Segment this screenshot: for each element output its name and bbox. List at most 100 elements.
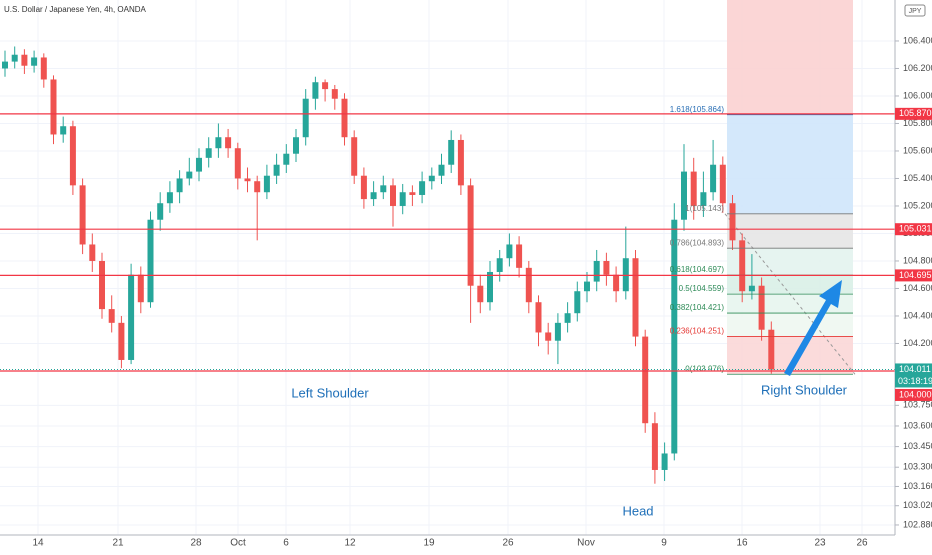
fib-zone bbox=[727, 248, 853, 276]
candle-body bbox=[11, 54, 18, 62]
candle-body bbox=[574, 291, 581, 314]
level-tag-label: 104.000 bbox=[899, 389, 932, 399]
y-tick-label: 103.300 bbox=[903, 462, 932, 472]
candle-body bbox=[448, 139, 455, 165]
candle-body bbox=[312, 82, 319, 99]
fib-zone bbox=[727, 114, 853, 214]
candle-body bbox=[710, 164, 717, 193]
annotation: Right Shoulder bbox=[761, 382, 848, 397]
candle-body bbox=[40, 57, 47, 80]
price-tag bbox=[895, 363, 932, 388]
candle-body bbox=[535, 302, 542, 333]
candle-body bbox=[244, 178, 251, 182]
overlays: 1.618(105.864) 1(105.143) 0.786(104.893) 0.… bbox=[0, 105, 895, 518]
candle-body bbox=[564, 313, 571, 323]
fib-label: 0(103.976) bbox=[685, 364, 724, 373]
x-tick-label: 14 bbox=[32, 538, 44, 549]
level-tag-label: 105.870 bbox=[899, 108, 932, 118]
annotation: Head bbox=[622, 503, 653, 518]
candle-body bbox=[661, 453, 668, 470]
candle-body bbox=[593, 260, 600, 282]
candle-body bbox=[690, 171, 697, 206]
annotation: Left Shoulder bbox=[291, 385, 369, 400]
fib-label: 0.618(104.697) bbox=[670, 265, 725, 274]
arrow bbox=[784, 280, 842, 376]
candle-body bbox=[351, 137, 358, 176]
candle-body bbox=[2, 61, 8, 69]
fib-zone bbox=[727, 275, 853, 295]
y-tick-label: 105.200 bbox=[903, 200, 932, 210]
candle-body bbox=[79, 185, 86, 245]
candle-body bbox=[428, 175, 435, 182]
candle-body bbox=[331, 89, 338, 99]
candle-body bbox=[234, 148, 241, 179]
candle-body bbox=[681, 171, 687, 220]
currency: JPY bbox=[909, 8, 922, 15]
candle-body bbox=[360, 175, 367, 200]
y-tick-label: 105.600 bbox=[903, 145, 932, 155]
y-tick-label: 102.880 bbox=[903, 519, 932, 529]
y-tick-label: 103.020 bbox=[903, 500, 932, 510]
candle-body bbox=[554, 322, 561, 341]
candle-body bbox=[137, 274, 144, 303]
x-tick-label: 26 bbox=[502, 538, 514, 549]
candle-body bbox=[176, 178, 183, 193]
y-tick-label: 103.750 bbox=[903, 400, 932, 410]
fib-label: 1.618(105.864) bbox=[670, 105, 725, 114]
candle-body bbox=[748, 285, 755, 292]
candle-body bbox=[341, 98, 348, 138]
y-tick-label: 103.450 bbox=[903, 441, 932, 451]
candle-body bbox=[293, 137, 299, 154]
candle-body bbox=[390, 185, 396, 206]
candle-body bbox=[215, 137, 222, 149]
level-tag-label: 104.695 bbox=[899, 270, 932, 280]
y-tick-label: 103.160 bbox=[903, 481, 932, 491]
candle-body bbox=[89, 244, 96, 261]
candle-body bbox=[729, 203, 736, 241]
candle-body bbox=[651, 423, 658, 470]
candle-body bbox=[419, 181, 426, 195]
candle-body bbox=[108, 309, 115, 323]
y-tick-label: 106.400 bbox=[903, 35, 932, 45]
fib-label: 0.382(104.421) bbox=[670, 303, 725, 312]
fib-zone bbox=[727, 213, 853, 249]
candle-body bbox=[467, 185, 474, 286]
countdown: 03:18:19 bbox=[898, 376, 932, 386]
candle-body bbox=[603, 260, 610, 275]
fib-zones bbox=[724, 0, 856, 375]
level-tag-label: 105.031 bbox=[899, 224, 932, 234]
x-tick-label: 21 bbox=[112, 538, 124, 549]
candle-body bbox=[438, 164, 445, 176]
fib-label: 1(105.143) bbox=[685, 204, 724, 213]
candle-body bbox=[302, 98, 309, 138]
candle-body bbox=[263, 175, 270, 193]
candle-body bbox=[31, 57, 38, 66]
candles bbox=[2, 46, 775, 484]
candle-body bbox=[118, 322, 125, 360]
candle-body bbox=[719, 164, 726, 204]
candle-body bbox=[700, 192, 707, 206]
candle-body bbox=[380, 185, 387, 193]
candle-body bbox=[205, 148, 212, 158]
x-tick-label: 23 bbox=[814, 538, 826, 549]
x-tick-label: Nov bbox=[577, 538, 595, 549]
candle-body bbox=[69, 126, 76, 186]
candle-body bbox=[506, 244, 513, 259]
x-tick-label: 9 bbox=[661, 538, 667, 549]
candle-body bbox=[516, 244, 523, 268]
candle-body bbox=[496, 258, 503, 272]
x-tick-label: Oct bbox=[230, 538, 246, 549]
candle-body bbox=[166, 192, 173, 204]
candle-body bbox=[157, 203, 164, 220]
stop-zone bbox=[727, 0, 853, 115]
x-tick-label: 12 bbox=[344, 538, 356, 549]
candle-body bbox=[196, 157, 202, 172]
candle-body bbox=[225, 137, 232, 149]
candle-body bbox=[613, 274, 620, 292]
candle-body bbox=[50, 79, 57, 135]
candle-body bbox=[477, 285, 484, 303]
y-tick-label: 106.000 bbox=[903, 90, 932, 100]
level-tag bbox=[895, 223, 932, 236]
candle-body bbox=[758, 285, 765, 330]
